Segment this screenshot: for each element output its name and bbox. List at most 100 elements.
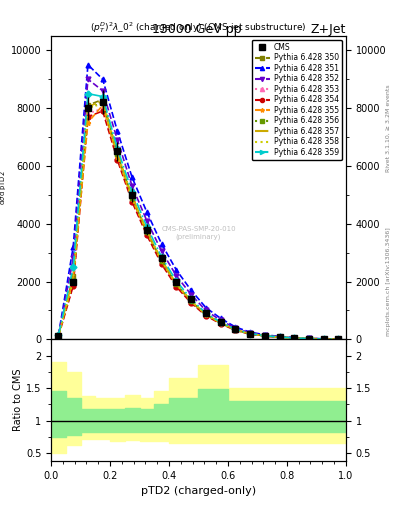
- Pythia 6.428 357: [263, 333, 267, 339]
- Pythia 6.428 352: [263, 332, 267, 338]
- Pythia 6.428 350: [86, 102, 90, 109]
- Pythia 6.428 352: [189, 291, 193, 297]
- Pythia 6.428 356: [336, 336, 341, 343]
- Pythia 6.428 353: [189, 300, 193, 306]
- Pythia 6.428 358: [159, 258, 164, 264]
- Pythia 6.428 356: [130, 195, 134, 201]
- Pythia 6.428 352: [292, 335, 297, 341]
- Pythia 6.428 355: [174, 282, 179, 288]
- Pythia 6.428 353: [115, 154, 120, 160]
- Text: CMS-PAS-SMP-20-010
(preliminary): CMS-PAS-SMP-20-010 (preliminary): [161, 226, 236, 240]
- Pythia 6.428 359: [263, 333, 267, 339]
- Pythia 6.428 358: [145, 229, 149, 236]
- Pythia 6.428 358: [292, 335, 297, 341]
- Pythia 6.428 351: [100, 76, 105, 82]
- Pythia 6.428 357: [336, 336, 341, 343]
- Pythia 6.428 358: [56, 333, 61, 339]
- Pythia 6.428 355: [248, 331, 252, 337]
- Pythia 6.428 352: [145, 218, 149, 224]
- Pythia 6.428 358: [189, 298, 193, 304]
- Pythia 6.428 356: [174, 281, 179, 287]
- Pythia 6.428 358: [115, 152, 120, 158]
- Pythia 6.428 353: [145, 231, 149, 237]
- Pythia 6.428 354: [145, 232, 149, 239]
- Pythia 6.428 355: [218, 320, 223, 326]
- Pythia 6.428 359: [86, 91, 90, 97]
- Pythia 6.428 359: [145, 224, 149, 230]
- Pythia 6.428 357: [174, 281, 179, 287]
- Pythia 6.428 351: [130, 175, 134, 181]
- Pythia 6.428 350: [263, 333, 267, 339]
- Pythia 6.428 358: [86, 105, 90, 111]
- Pythia 6.428 355: [233, 327, 238, 333]
- Pythia 6.428 350: [145, 229, 149, 236]
- Pythia 6.428 357: [292, 335, 297, 341]
- Pythia 6.428 356: [218, 320, 223, 326]
- Pythia 6.428 353: [100, 105, 105, 111]
- Pythia 6.428 351: [159, 241, 164, 247]
- Pythia 6.428 350: [100, 96, 105, 102]
- Pythia 6.428 355: [86, 119, 90, 125]
- Pythia 6.428 357: [277, 334, 282, 340]
- Pythia 6.428 351: [115, 128, 120, 134]
- Pythia 6.428 351: [86, 61, 90, 68]
- Pythia 6.428 358: [263, 333, 267, 339]
- Pythia 6.428 356: [277, 334, 282, 340]
- Pythia 6.428 354: [86, 114, 90, 120]
- Pythia 6.428 352: [159, 248, 164, 254]
- Pythia 6.428 351: [71, 244, 75, 250]
- Pythia 6.428 354: [321, 336, 326, 342]
- Line: Pythia 6.428 351: Pythia 6.428 351: [56, 62, 341, 342]
- Pythia 6.428 357: [321, 336, 326, 342]
- Pythia 6.428 350: [307, 335, 311, 342]
- Pythia 6.428 352: [233, 325, 238, 331]
- Pythia 6.428 352: [115, 137, 120, 143]
- Pythia 6.428 355: [292, 335, 297, 341]
- Pythia 6.428 350: [233, 327, 238, 333]
- Pythia 6.428 351: [218, 315, 223, 322]
- Pythia 6.428 351: [292, 334, 297, 340]
- Line: Pythia 6.428 353: Pythia 6.428 353: [56, 105, 341, 342]
- Pythia 6.428 358: [174, 282, 179, 288]
- Pythia 6.428 358: [336, 336, 341, 343]
- Line: Pythia 6.428 356: Pythia 6.428 356: [56, 100, 341, 342]
- Text: 13000 GeV pp: 13000 GeV pp: [152, 23, 241, 36]
- Pythia 6.428 354: [233, 327, 238, 333]
- Pythia 6.428 355: [189, 298, 193, 304]
- Pythia 6.428 352: [204, 307, 208, 313]
- Pythia 6.428 359: [336, 336, 341, 343]
- Title: $(p_T^D)^2\lambda\_0^2$ (charged only) (CMS jet substructure): $(p_T^D)^2\lambda\_0^2$ (charged only) (…: [90, 20, 307, 35]
- Pythia 6.428 354: [189, 300, 193, 306]
- Pythia 6.428 355: [307, 335, 311, 342]
- Pythia 6.428 350: [71, 273, 75, 279]
- Pythia 6.428 359: [71, 264, 75, 270]
- Pythia 6.428 351: [174, 267, 179, 273]
- Pythia 6.428 356: [159, 258, 164, 264]
- Line: Pythia 6.428 350: Pythia 6.428 350: [56, 97, 341, 342]
- Pythia 6.428 358: [233, 327, 238, 333]
- Pythia 6.428 353: [218, 321, 223, 327]
- Pythia 6.428 352: [321, 336, 326, 342]
- Pythia 6.428 357: [130, 193, 134, 199]
- Pythia 6.428 357: [233, 327, 238, 333]
- Y-axis label: Ratio to CMS: Ratio to CMS: [13, 369, 23, 431]
- Line: Pythia 6.428 359: Pythia 6.428 359: [56, 91, 341, 342]
- Pythia 6.428 353: [248, 331, 252, 337]
- Pythia 6.428 352: [277, 334, 282, 340]
- Pythia 6.428 354: [307, 335, 311, 342]
- Pythia 6.428 356: [233, 327, 238, 333]
- Pythia 6.428 359: [292, 335, 297, 341]
- Pythia 6.428 350: [321, 336, 326, 342]
- Pythia 6.428 357: [204, 311, 208, 317]
- Line: Pythia 6.428 354: Pythia 6.428 354: [56, 109, 341, 342]
- Pythia 6.428 354: [204, 313, 208, 319]
- Pythia 6.428 355: [277, 334, 282, 340]
- Pythia 6.428 357: [307, 335, 311, 342]
- Pythia 6.428 350: [336, 336, 341, 343]
- Pythia 6.428 359: [321, 336, 326, 342]
- Pythia 6.428 357: [145, 228, 149, 234]
- Pythia 6.428 354: [248, 331, 252, 337]
- Pythia 6.428 351: [189, 287, 193, 293]
- Pythia 6.428 350: [56, 333, 61, 339]
- Pythia 6.428 358: [130, 195, 134, 201]
